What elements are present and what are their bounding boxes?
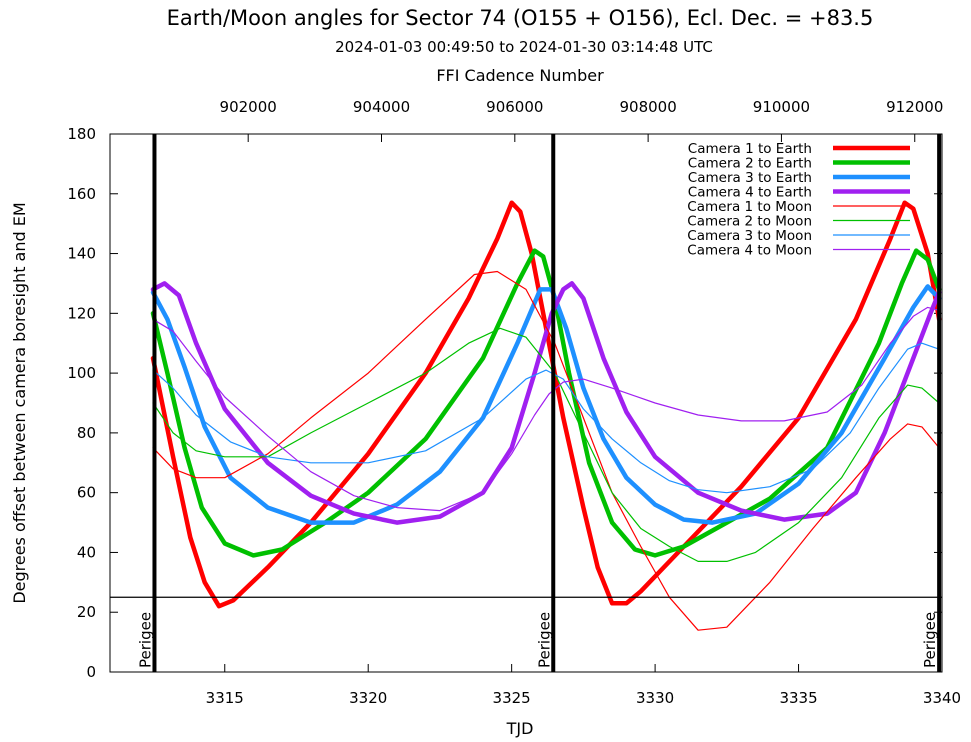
- annotations: Perigee Perigee Perigee: [110, 134, 942, 672]
- y-axis-label: Degrees offset between camera boresight …: [10, 202, 29, 603]
- y-tick-label: 100: [67, 364, 96, 382]
- top-tick-label: 902000: [220, 98, 277, 116]
- y-tick-label: 160: [67, 185, 96, 203]
- series-line-5: [152, 270, 940, 631]
- y-tick-label: 140: [67, 245, 96, 263]
- legend-label: Camera 1 to Earth: [688, 141, 812, 157]
- x-tick-label: 3335: [779, 689, 817, 707]
- y-tick-label: 180: [67, 125, 96, 143]
- legend-label: Camera 3 to Moon: [687, 228, 812, 244]
- series-line-3: [150, 284, 942, 525]
- chart-subtitle: 2024-01-03 00:49:50 to 2024-01-30 03:14:…: [335, 38, 713, 56]
- top-tick-label: 908000: [619, 98, 676, 116]
- y-tick-label: 20: [77, 603, 96, 621]
- top-tick-label: 912000: [886, 98, 943, 116]
- y-tick-label: 80: [77, 424, 96, 442]
- y-tick-label: 60: [77, 484, 96, 502]
- perigee-label: Perigee: [535, 612, 553, 668]
- perigee-label: Perigee: [921, 612, 939, 668]
- series-lines: [150, 200, 942, 631]
- x-tick-label: 3340: [923, 689, 961, 707]
- y-tick-label: 40: [77, 543, 96, 561]
- x-tick-label: 3325: [493, 689, 531, 707]
- axis-ticks: 3315 3320 3325 3330 3335 3340 0 20 40 60 80 100 120 1…: [67, 98, 961, 707]
- x-tick-label: 3330: [636, 689, 674, 707]
- plot-frame: [109, 133, 943, 673]
- top-tick-label: 910000: [753, 98, 810, 116]
- legend-label: Camera 3 to Earth: [688, 170, 812, 186]
- top-axis-label: FFI Cadence Number: [436, 66, 604, 85]
- y-tick-label: 120: [67, 304, 96, 322]
- legend-label: Camera 2 to Moon: [687, 214, 812, 230]
- x-tick-label: 3315: [206, 689, 244, 707]
- y-tick-label: 0: [86, 663, 96, 681]
- legend-label: Camera 2 to Earth: [688, 156, 812, 172]
- legend-label: Camera 1 to Moon: [687, 199, 812, 215]
- series-line-4: [150, 281, 942, 525]
- x-axis-label: TJD: [506, 719, 534, 738]
- legend-label: Camera 4 to Earth: [688, 185, 812, 201]
- series-line-8: [152, 306, 940, 512]
- x-tick-label: 3320: [349, 689, 387, 707]
- legend-label: Camera 4 to Moon: [687, 243, 812, 259]
- series-line-6: [152, 327, 940, 562]
- top-tick-label: 904000: [353, 98, 410, 116]
- top-tick-label: 906000: [486, 98, 543, 116]
- chart-title: Earth/Moon angles for Sector 74 (O155 + …: [167, 6, 874, 30]
- series-line-7: [152, 342, 940, 494]
- perigee-label: Perigee: [136, 612, 154, 668]
